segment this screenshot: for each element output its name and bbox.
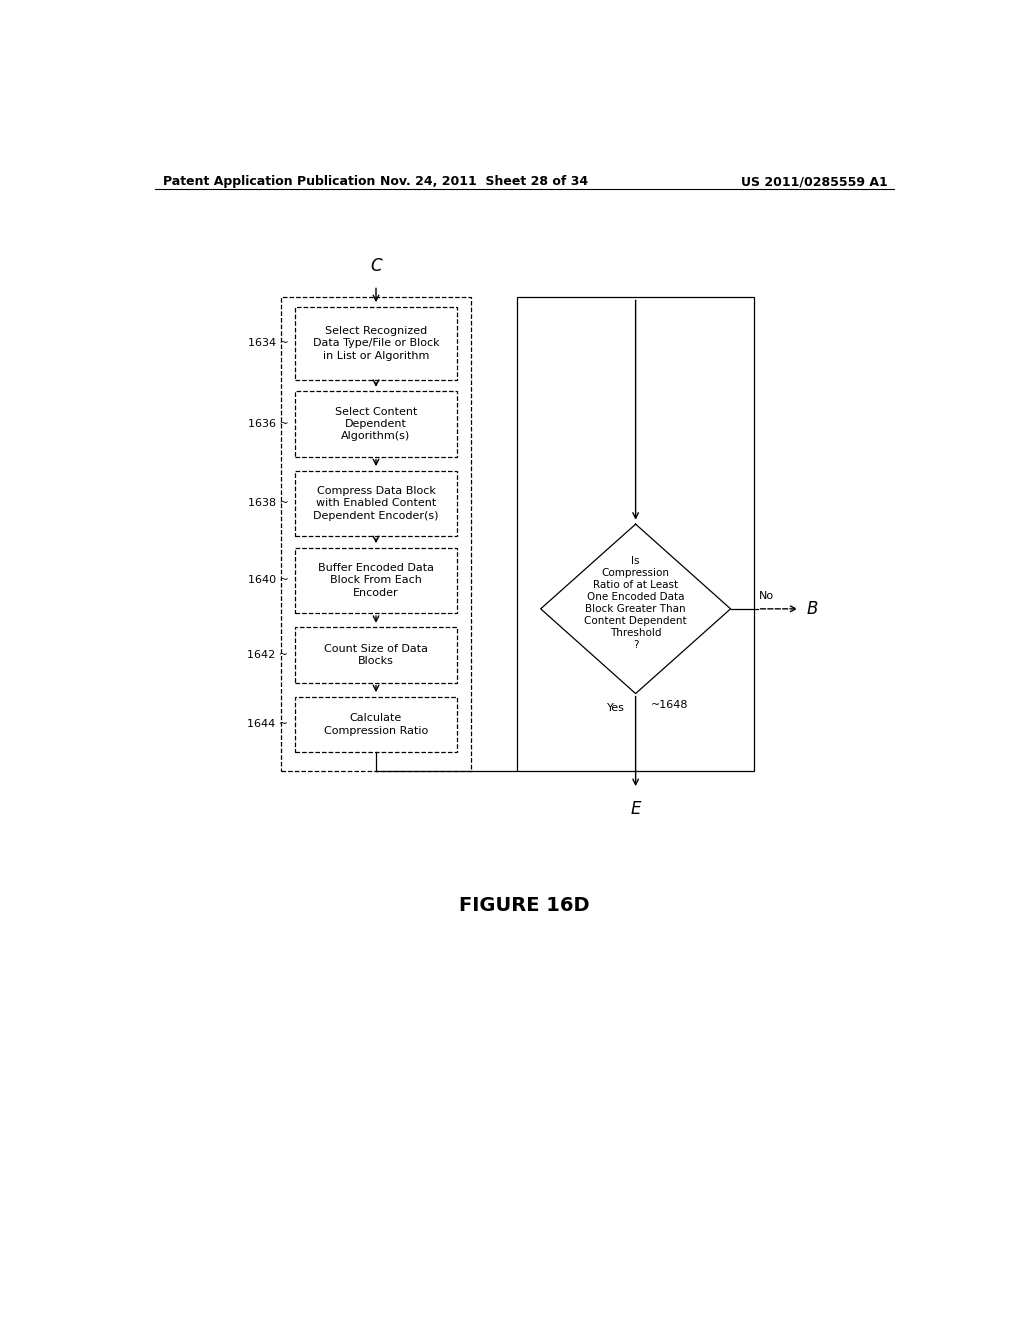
FancyBboxPatch shape <box>295 697 458 752</box>
Text: 1640 ~: 1640 ~ <box>248 576 289 585</box>
FancyBboxPatch shape <box>295 548 458 612</box>
Text: ~1648: ~1648 <box>651 700 688 710</box>
Text: Patent Application Publication: Patent Application Publication <box>163 176 375 189</box>
Text: US 2011/0285559 A1: US 2011/0285559 A1 <box>740 176 888 189</box>
Text: Calculate
Compression Ratio: Calculate Compression Ratio <box>324 713 428 735</box>
Text: Count Size of Data
Blocks: Count Size of Data Blocks <box>324 644 428 667</box>
Text: Select Content
Dependent
Algorithm(s): Select Content Dependent Algorithm(s) <box>335 407 417 441</box>
Text: Nov. 24, 2011  Sheet 28 of 34: Nov. 24, 2011 Sheet 28 of 34 <box>381 176 589 189</box>
Text: B: B <box>807 599 818 618</box>
Text: C: C <box>371 257 382 276</box>
Text: 1644 ~: 1644 ~ <box>248 719 289 730</box>
Text: No: No <box>759 591 774 601</box>
Text: Buffer Encoded Data
Block From Each
Encoder: Buffer Encoded Data Block From Each Enco… <box>318 562 434 598</box>
Text: FIGURE 16D: FIGURE 16D <box>460 896 590 915</box>
Text: 1642 ~: 1642 ~ <box>248 649 289 660</box>
Text: Compress Data Block
with Enabled Content
Dependent Encoder(s): Compress Data Block with Enabled Content… <box>313 486 438 521</box>
Text: 1638 ~: 1638 ~ <box>248 499 289 508</box>
Text: E: E <box>631 800 641 818</box>
FancyBboxPatch shape <box>517 297 754 771</box>
Text: 1634 ~: 1634 ~ <box>248 338 289 348</box>
Text: Select Recognized
Data Type/File or Block
in List or Algorithm: Select Recognized Data Type/File or Bloc… <box>312 326 439 360</box>
Text: Yes: Yes <box>607 702 626 713</box>
FancyBboxPatch shape <box>295 306 458 380</box>
Text: Is
Compression
Ratio of at Least
One Encoded Data
Block Greater Than
Content Dep: Is Compression Ratio of at Least One Enc… <box>585 556 687 649</box>
FancyBboxPatch shape <box>295 471 458 536</box>
FancyBboxPatch shape <box>295 391 458 457</box>
Text: 1636 ~: 1636 ~ <box>248 418 289 429</box>
FancyBboxPatch shape <box>295 627 458 682</box>
